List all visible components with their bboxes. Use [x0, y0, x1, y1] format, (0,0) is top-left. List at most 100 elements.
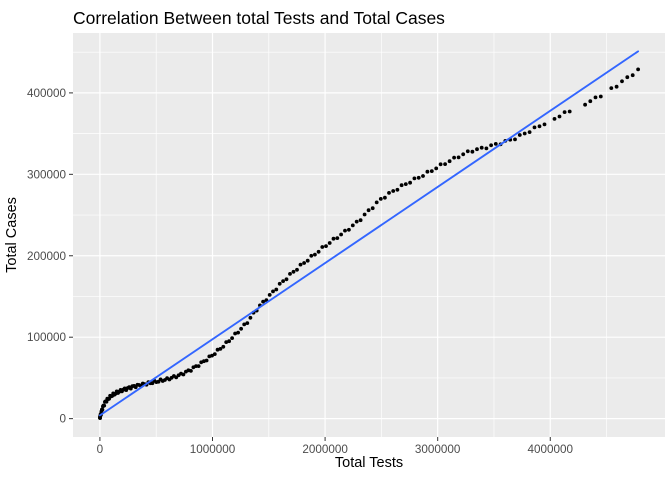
x-tick-labels: 0 1000000 2000000 3000000 4000000 — [97, 443, 574, 456]
data-point — [567, 109, 572, 114]
data-point — [100, 407, 105, 412]
data-point — [343, 228, 347, 233]
data-point — [484, 146, 489, 151]
x-tick-label: 1000000 — [190, 443, 236, 456]
y-tick-label: 400000 — [27, 87, 67, 100]
data-point — [374, 200, 379, 205]
data-point — [614, 84, 619, 89]
data-point — [366, 208, 371, 213]
data-point — [387, 191, 391, 195]
data-point — [395, 187, 400, 192]
data-point — [625, 75, 630, 80]
data-point — [598, 94, 603, 99]
y-tick-label: 200000 — [27, 250, 67, 263]
data-point — [331, 236, 336, 241]
data-point — [537, 124, 542, 129]
data-point — [522, 131, 527, 136]
data-point — [362, 212, 367, 217]
data-point — [399, 183, 404, 188]
data-point — [267, 293, 272, 297]
regression-line — [98, 50, 640, 417]
data-point — [305, 258, 310, 263]
data-point — [239, 326, 244, 331]
data-point — [210, 353, 214, 358]
data-point — [416, 175, 421, 180]
y-tick-label: 100000 — [27, 331, 67, 344]
data-point — [461, 152, 466, 157]
data-point — [347, 227, 351, 232]
data-point — [189, 369, 193, 373]
data-point — [429, 169, 434, 174]
data-point — [271, 289, 275, 294]
data-point — [456, 155, 461, 160]
data-point — [542, 122, 547, 127]
data-point — [475, 147, 479, 152]
chart-layers: 0 1000000 2000000 3000000 4000000 0 100000 2000… — [27, 33, 665, 456]
data-point — [221, 344, 226, 349]
data-points — [98, 67, 640, 420]
data-point — [313, 252, 317, 257]
x-tick-label: 2000000 — [302, 443, 348, 456]
data-point — [298, 262, 303, 267]
data-point — [245, 321, 250, 325]
data-point — [403, 182, 408, 187]
data-point — [438, 162, 443, 167]
x-tick-label: 3000000 — [415, 443, 461, 456]
data-point — [513, 137, 517, 142]
data-point — [527, 130, 532, 135]
data-point — [383, 195, 387, 200]
plot-title: Correlation Between total Tests and Tota… — [73, 8, 445, 28]
data-point — [277, 281, 282, 286]
minor-gridlines — [73, 33, 665, 437]
data-point — [447, 159, 452, 164]
data-point — [443, 162, 447, 167]
x-tick-label: 0 — [97, 443, 104, 456]
y-axis-title: Total Cases — [4, 197, 20, 273]
data-point — [479, 145, 484, 150]
data-point — [181, 372, 186, 377]
data-point — [465, 149, 470, 154]
data-point — [335, 236, 340, 241]
data-point — [233, 331, 238, 336]
data-point — [230, 336, 235, 340]
x-tick-label: 4000000 — [528, 443, 574, 456]
data-point — [489, 143, 493, 148]
data-point — [421, 174, 425, 178]
data-point — [248, 315, 253, 320]
data-point — [242, 322, 247, 327]
data-point — [218, 347, 223, 351]
data-point — [636, 67, 640, 72]
data-point — [583, 102, 587, 107]
data-point — [291, 269, 296, 274]
data-point — [227, 339, 232, 344]
data-point — [434, 166, 439, 171]
x-axis-title: Total Tests — [335, 455, 403, 471]
data-point — [408, 180, 412, 185]
data-point — [194, 364, 198, 368]
data-point — [354, 219, 359, 224]
data-point — [552, 117, 557, 121]
data-point — [339, 232, 343, 237]
data-point — [224, 340, 229, 344]
axis-tick-marks — [69, 92, 551, 441]
data-point — [274, 287, 279, 292]
major-gridlines — [73, 33, 665, 437]
data-point — [288, 272, 292, 276]
data-point — [284, 277, 289, 282]
data-point — [630, 73, 635, 78]
data-point — [378, 197, 383, 201]
data-point — [593, 95, 598, 100]
data-point — [562, 110, 567, 114]
data-point — [320, 245, 325, 249]
data-point — [350, 223, 355, 228]
data-point — [212, 352, 217, 356]
data-point — [102, 403, 107, 408]
data-point — [204, 358, 209, 363]
data-point — [324, 244, 328, 249]
data-point — [358, 218, 363, 223]
data-point — [391, 189, 396, 193]
data-point — [609, 86, 614, 90]
data-point — [557, 114, 562, 119]
